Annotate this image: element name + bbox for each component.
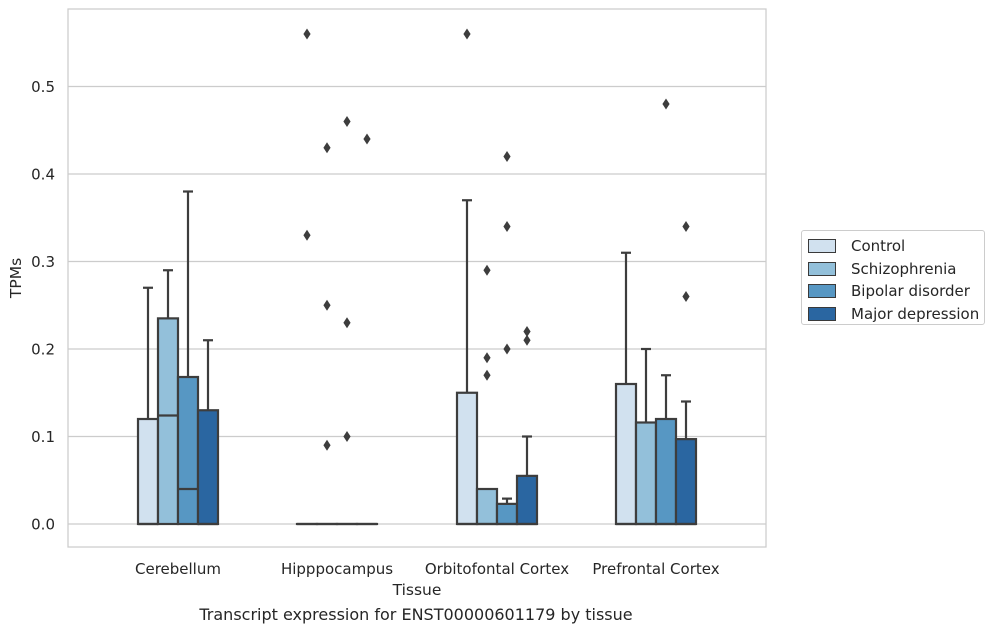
box-group [196,339,220,526]
box-group [634,347,658,526]
legend-item-bipolar-disorder: Bipolar disorder [808,280,984,303]
outlier-point [303,229,311,241]
y-axis-label: TPMs [7,258,25,299]
outlier-point [523,334,531,346]
outlier-point [303,28,311,40]
box-group [295,28,319,526]
outlier-point [343,317,351,329]
box-group [176,190,200,526]
legend-item-control: Control [808,235,984,258]
outlier-point [323,142,331,154]
outlier-point [483,352,491,364]
box [136,417,160,526]
y-tick-label: 0.5 [31,78,55,96]
box-group [495,151,519,526]
legend-label-major-depression: Major depression [851,304,980,323]
box [495,502,519,526]
outlier-point [523,326,531,337]
box-group [355,133,379,526]
legend: Control Schizophrenia Bipolar disorder M… [801,230,985,325]
chart-title: Transcript expression for ENST0000060117… [199,605,633,624]
outlier-point [503,151,511,162]
outlier-point [682,221,690,232]
box [674,438,698,526]
box-group [515,326,539,526]
legend-label-control: Control [851,237,906,256]
outlier-point [343,431,351,442]
box [654,417,678,526]
box-group [136,286,160,526]
y-tick-label: 0.1 [31,428,55,446]
legend-swatch-schizophrenia [808,261,836,276]
outlier-point [323,439,331,451]
outlier-point [343,116,351,127]
outlier-point [363,133,371,145]
box [634,421,658,526]
y-tick-label: 0.2 [31,341,55,359]
box-group [335,116,359,526]
x-tick-label: Cerebellum [135,560,221,578]
box-group [455,28,479,526]
box [455,391,479,526]
outlier-point [323,299,331,311]
box-group [475,264,499,526]
legend-swatch-control [808,239,836,254]
outlier-point [503,221,511,232]
y-tick-label: 0.0 [31,516,55,534]
outlier-point [503,343,511,355]
box-group [674,221,698,526]
box-group [156,269,180,526]
outlier-point [463,28,471,40]
x-tick-label: Orbitofontal Cortex [425,560,569,578]
box [176,375,200,526]
legend-swatch-major-depression [808,306,836,321]
legend-item-major-depression: Major depression [808,303,984,326]
x-tick-label: Prefrontal Cortex [592,560,719,578]
legend-item-schizophrenia: Schizophrenia [808,258,984,281]
box [614,382,638,526]
box [475,487,499,526]
boxes-layer [136,28,698,526]
legend-label-bipolar-disorder: Bipolar disorder [851,282,970,301]
legend-swatch-bipolar-disorder [808,284,836,299]
legend-label-schizophrenia: Schizophrenia [851,259,957,278]
outlier-point [682,291,690,302]
box-group [654,98,678,526]
box-group [315,142,339,526]
outlier-point [662,98,670,110]
box [515,474,539,526]
box [156,317,180,526]
axis-layer: 0.0 0.1 0.2 0.3 0.4 0.5 Cerebellum Hipppocampus… [31,78,720,578]
box [196,409,220,526]
x-tick-label: Hipppocampus [281,560,393,578]
outlier-point [483,264,491,276]
box-group [614,251,638,526]
y-tick-label: 0.4 [31,166,55,184]
plot-frame [67,8,767,548]
outlier-point [483,369,491,381]
y-tick-label: 0.3 [31,253,55,271]
x-axis-label: Tissue [392,581,442,599]
